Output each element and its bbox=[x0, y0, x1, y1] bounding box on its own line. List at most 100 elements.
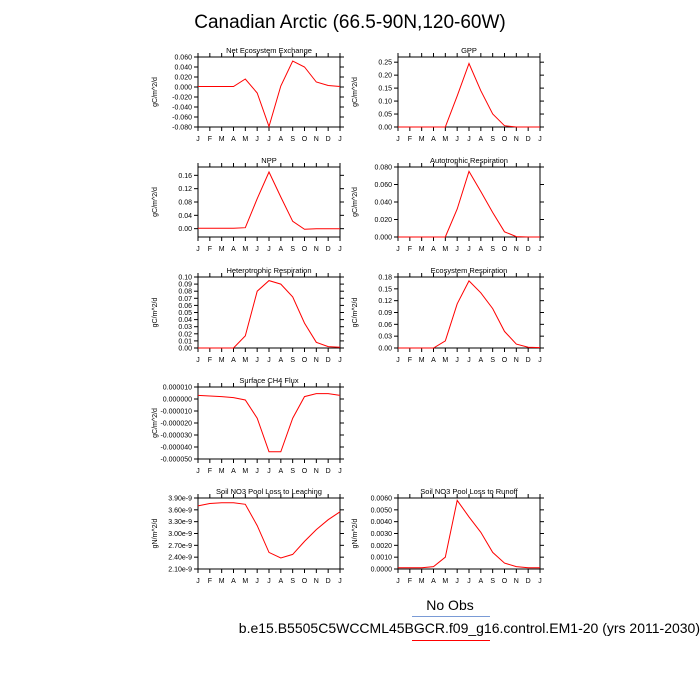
chart-title: Surface CH4 Flux bbox=[239, 376, 298, 385]
chart-title: Soil NO3 Pool Loss to Leaching bbox=[216, 487, 322, 496]
y-axis-label: gC/m^2/d bbox=[152, 187, 159, 217]
y-tick-label: 0.15 bbox=[378, 286, 392, 293]
y-tick-label: 0.03 bbox=[378, 334, 392, 341]
y-tick-label: -0.040 bbox=[172, 105, 192, 112]
x-tick-label: J bbox=[196, 468, 200, 475]
x-tick-label: A bbox=[278, 136, 283, 143]
y-tick-label: 0.080 bbox=[374, 165, 392, 172]
x-tick-label: O bbox=[302, 246, 308, 253]
y-tick-label: -0.080 bbox=[172, 125, 192, 132]
x-tick-label: M bbox=[219, 578, 225, 585]
x-tick-label: F bbox=[208, 578, 212, 585]
x-tick-label: A bbox=[278, 578, 283, 585]
x-tick-label: M bbox=[442, 136, 448, 143]
x-tick-label: J bbox=[396, 357, 400, 364]
x-tick-label: A bbox=[231, 578, 236, 585]
y-tick-label: 0.00 bbox=[378, 125, 392, 132]
y-tick-label: -0.060 bbox=[172, 115, 192, 122]
x-tick-label: N bbox=[314, 357, 319, 364]
x-tick-label: A bbox=[231, 468, 236, 475]
x-tick-label: A bbox=[231, 246, 236, 253]
y-axis-label: gC/m^2/d bbox=[352, 77, 359, 107]
x-tick-label: M bbox=[242, 136, 248, 143]
series-line bbox=[398, 499, 540, 569]
x-tick-label: S bbox=[290, 357, 295, 364]
x-tick-label: N bbox=[314, 136, 319, 143]
x-tick-label: A bbox=[231, 357, 236, 364]
y-tick-label: 0.0020 bbox=[371, 543, 393, 550]
y-axis-label: gN/m^2/d bbox=[352, 519, 359, 549]
y-tick-label: 0.000010 bbox=[163, 385, 192, 392]
y-tick-label: 0.0030 bbox=[371, 531, 393, 538]
x-tick-label: J bbox=[338, 468, 342, 475]
y-tick-label: 0.25 bbox=[378, 60, 392, 67]
x-tick-label: F bbox=[208, 136, 212, 143]
x-tick-label: J bbox=[455, 246, 459, 253]
y-tick-label: 3.00e-9 bbox=[168, 531, 192, 538]
y-tick-label: 0.0040 bbox=[371, 519, 393, 526]
y-tick-label: 0.06 bbox=[178, 303, 192, 310]
y-tick-label: 2.40e-9 bbox=[168, 555, 192, 562]
y-tick-label: -0.000050 bbox=[160, 457, 192, 464]
y-tick-label: 0.04 bbox=[178, 213, 192, 220]
x-tick-label: D bbox=[326, 578, 331, 585]
plot-frame bbox=[397, 276, 541, 349]
x-tick-label: F bbox=[408, 246, 412, 253]
legend-model-line bbox=[412, 640, 490, 641]
x-tick-label: O bbox=[302, 136, 308, 143]
x-tick-label: F bbox=[208, 246, 212, 253]
series-line bbox=[398, 280, 541, 349]
x-tick-label: M bbox=[419, 578, 425, 585]
y-tick-label: 0.09 bbox=[378, 310, 392, 317]
y-tick-label: 0.040 bbox=[374, 200, 392, 207]
x-tick-label: M bbox=[442, 246, 448, 253]
x-tick-label: J bbox=[396, 136, 400, 143]
y-axis-label: gC/m^2/d bbox=[352, 187, 359, 217]
x-tick-label: M bbox=[419, 136, 425, 143]
y-tick-label: 0.08 bbox=[178, 289, 192, 296]
y-tick-label: 0.18 bbox=[378, 275, 392, 282]
y-tick-label: -0.000030 bbox=[160, 433, 192, 440]
x-tick-label: A bbox=[278, 357, 283, 364]
x-tick-label: D bbox=[326, 468, 331, 475]
x-tick-label: F bbox=[208, 357, 212, 364]
y-tick-label: 0.0060 bbox=[371, 496, 393, 503]
x-tick-label: A bbox=[478, 578, 483, 585]
y-tick-label: 3.60e-9 bbox=[168, 507, 192, 514]
y-tick-label: 0.10 bbox=[378, 99, 392, 106]
chart-title: NPP bbox=[261, 156, 276, 165]
x-tick-label: M bbox=[219, 357, 225, 364]
chart-title: GPP bbox=[461, 46, 477, 55]
series-line bbox=[398, 62, 540, 128]
x-tick-label: J bbox=[196, 246, 200, 253]
y-tick-label: 0.040 bbox=[174, 65, 192, 72]
chart-title: Autotrophic Respiration bbox=[430, 156, 508, 165]
x-tick-label: J bbox=[267, 468, 271, 475]
y-axis-label: gC/m^2/d bbox=[152, 77, 159, 107]
x-tick-label: J bbox=[255, 246, 259, 253]
x-tick-label: J bbox=[196, 578, 200, 585]
x-tick-label: N bbox=[314, 468, 319, 475]
x-tick-label: M bbox=[219, 136, 225, 143]
x-tick-label: O bbox=[502, 246, 508, 253]
y-tick-label: 0.02 bbox=[178, 331, 192, 338]
x-tick-label: D bbox=[526, 136, 531, 143]
y-tick-label: 0.00 bbox=[178, 346, 192, 353]
x-tick-label: N bbox=[314, 578, 319, 585]
y-tick-label: 0.10 bbox=[178, 275, 192, 282]
series-line bbox=[197, 502, 341, 559]
x-tick-label: J bbox=[538, 136, 542, 143]
y-tick-label: 0.09 bbox=[178, 282, 192, 289]
chart-panel: Surface CH4 Flux gC/m^2/d 0.000010 0.000000… bbox=[152, 376, 344, 475]
series-line bbox=[198, 170, 340, 230]
x-tick-label: J bbox=[538, 246, 542, 253]
x-tick-label: J bbox=[467, 246, 471, 253]
y-tick-label: 0.07 bbox=[178, 296, 192, 303]
y-tick-label: 0.12 bbox=[378, 298, 392, 305]
x-tick-label: J bbox=[455, 578, 459, 585]
x-tick-label: J bbox=[467, 357, 471, 364]
plot-frame bbox=[197, 56, 341, 128]
y-tick-label: 3.90e-9 bbox=[168, 496, 192, 503]
